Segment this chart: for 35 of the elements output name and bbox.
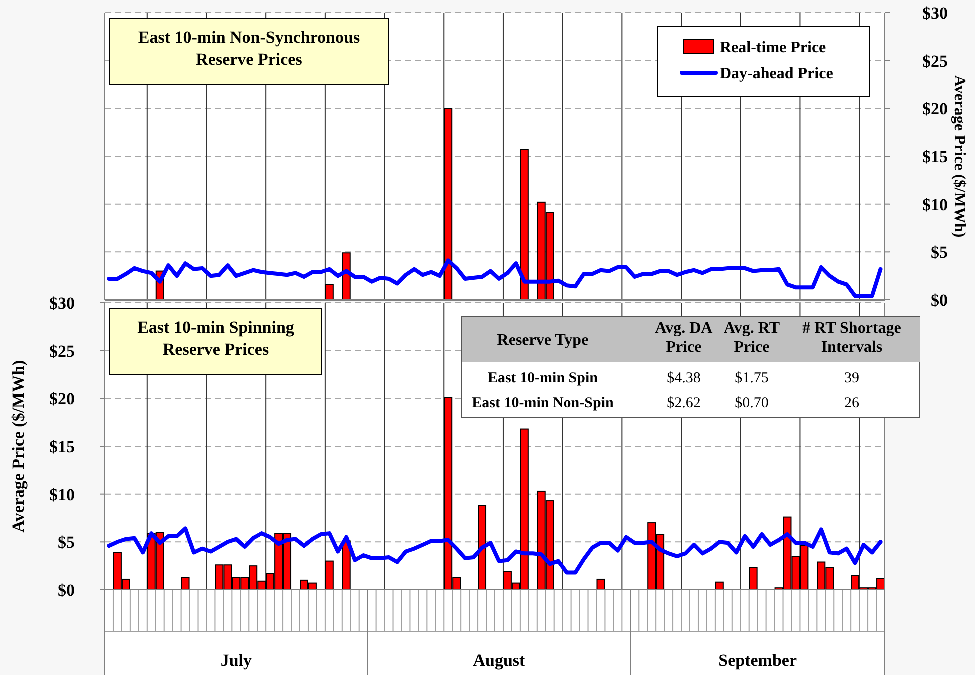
annotation: Avg. RT Price — [724, 320, 780, 356]
y-tick-label: $20 — [50, 390, 75, 409]
legend-label: Real-time Price — [720, 40, 826, 57]
text: East 10-min Non-Synchronous Reserve Prices — [138, 28, 360, 69]
y-tick-label: $25 — [50, 342, 75, 361]
annotation: # RT Shortage Intervals — [802, 320, 902, 356]
annotation: Reserve Type — [497, 332, 589, 350]
y-tick-label: $0 — [931, 290, 948, 310]
x-tick-label: July — [220, 651, 252, 670]
annotation: 26 — [844, 395, 860, 412]
y-tick-label: $30 — [50, 294, 75, 313]
y-tick-label: $10 — [922, 195, 948, 214]
y-tick-label: $0 — [58, 580, 75, 600]
legend-label: Day-ahead Price — [720, 66, 834, 83]
annotation: $4.38 — [667, 370, 701, 386]
annotation: $1.75 — [735, 370, 769, 386]
y-tick-label: $15 — [50, 437, 75, 456]
y-axis-title: Average Price ($/MWh) — [951, 75, 968, 238]
x-tick-label: September — [718, 651, 798, 670]
text: East 10-min Spinning Reserve Prices — [138, 318, 295, 359]
y-tick-label: $25 — [922, 52, 948, 71]
x-tick-label: August — [473, 651, 526, 670]
annotation: East 10-min Spin — [488, 370, 599, 386]
y-axis-title: Average Price ($/MWh) — [9, 360, 28, 533]
annotation: 39 — [844, 370, 860, 386]
y-tick-label: $15 — [922, 147, 948, 166]
y-tick-label: $5 — [931, 243, 948, 262]
y-tick-label: $5 — [58, 533, 75, 552]
annotation: $2.62 — [667, 395, 701, 412]
annotation: $0.70 — [735, 395, 769, 412]
y-tick-label: $20 — [922, 100, 948, 119]
y-tick-label: $30 — [922, 4, 948, 23]
annotation: East 10-min Non-Spin — [472, 395, 615, 412]
annotation: Avg. DA Price — [655, 320, 714, 356]
y-tick-label: $10 — [50, 485, 75, 504]
